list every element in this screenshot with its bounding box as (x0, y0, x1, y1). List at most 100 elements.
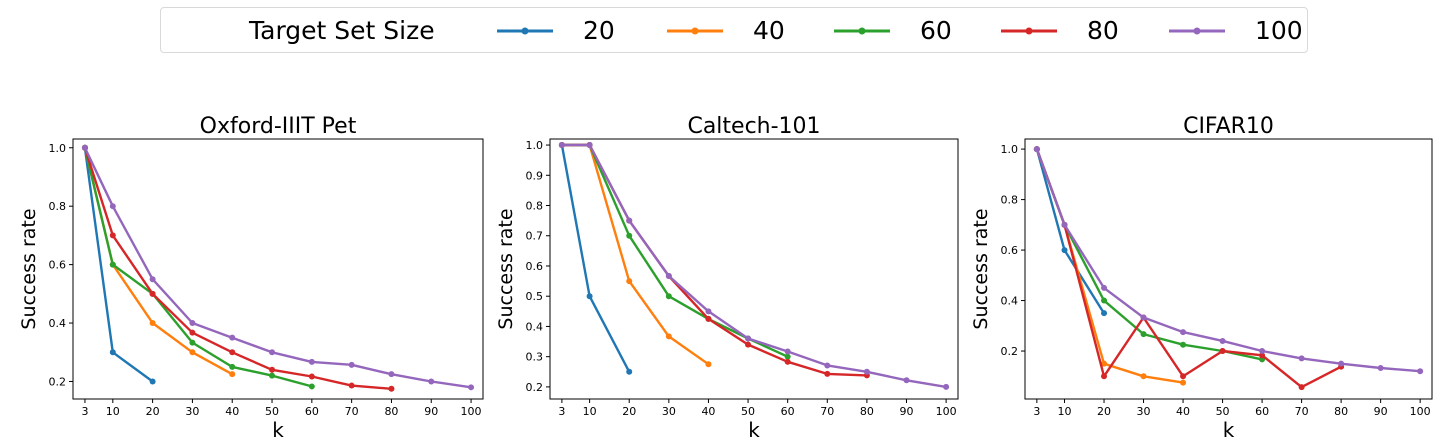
data-point-100 (1298, 355, 1305, 362)
x-tick-label: 40 (701, 405, 715, 418)
data-point-60 (269, 372, 276, 379)
data-point-100 (269, 349, 276, 356)
data-point-80 (784, 358, 791, 365)
series-line-80 (1035, 148, 1342, 389)
legend-label-100: 100 (1255, 16, 1303, 45)
data-point-60 (626, 232, 633, 239)
data-point-100 (665, 272, 672, 279)
y-tick-label: 0.6 (49, 259, 67, 272)
data-point-100 (1377, 364, 1384, 371)
x-tick-label: 30 (662, 405, 676, 418)
legend-graphic: Target Set Size 20 40 60 80 100 (248, 16, 1303, 45)
series-line-20 (560, 144, 631, 373)
data-point-100 (745, 335, 752, 342)
data-point-80 (1259, 352, 1266, 359)
series-line-100 (83, 147, 472, 389)
data-point-80 (149, 290, 156, 297)
data-point-100 (308, 358, 315, 365)
x-tick-label: 100 (1410, 405, 1431, 418)
series-line-80 (83, 147, 392, 390)
y-tick-label: 0.3 (526, 351, 544, 364)
y-tick-label: 0.6 (1001, 244, 1019, 257)
x-tick-label: 10 (106, 405, 120, 418)
data-point-80 (388, 385, 395, 392)
data-point-100 (1417, 368, 1424, 375)
data-point-60 (308, 383, 315, 390)
y-tick-label: 1.0 (526, 139, 544, 152)
chart-panel-3: CIFAR10 3 10 20 30 40 50 60 70 80 90 100 0.2 0.4 0.6 0.… (970, 114, 1433, 442)
y-tick-label: 1.0 (1001, 143, 1019, 156)
y-tick-label: 0.2 (1001, 345, 1019, 358)
data-point-20 (586, 293, 593, 300)
data-point-20 (149, 378, 156, 385)
data-point-40 (149, 320, 156, 327)
data-point-100 (1033, 146, 1040, 153)
y-axis-label: Success rate (495, 208, 517, 329)
x-tick-label: 40 (225, 405, 239, 418)
x-tick-label: 100 (461, 405, 482, 418)
x-tick-label: 10 (1058, 405, 1072, 418)
chart-title: Caltech-101 (687, 114, 820, 139)
series-line-60 (561, 143, 789, 358)
x-axis-label: k (748, 418, 760, 442)
legend-title: Target Set Size (248, 16, 435, 45)
x-tick-label: 50 (265, 405, 279, 418)
data-point-80 (745, 341, 752, 348)
x-tick-label: 50 (1216, 405, 1230, 418)
y-axis-label: Success rate (18, 208, 40, 329)
data-point-40 (1180, 379, 1187, 386)
data-point-100 (824, 362, 831, 369)
y-tick-label: 0.8 (49, 200, 67, 213)
legend-marker-80 (1025, 27, 1033, 35)
data-point-100 (626, 217, 633, 224)
data-point-100 (348, 361, 355, 368)
data-point-20 (626, 368, 633, 375)
data-point-100 (1140, 314, 1147, 321)
data-point-20 (1101, 310, 1108, 317)
data-point-40 (705, 361, 712, 368)
data-point-100 (586, 142, 593, 149)
chart-title: CIFAR10 (1183, 114, 1274, 139)
data-point-100 (1180, 329, 1187, 336)
data-point-40 (1101, 360, 1108, 367)
data-point-80 (189, 329, 196, 336)
data-point-100 (149, 276, 156, 283)
x-tick-label: 50 (741, 405, 755, 418)
data-point-80 (824, 370, 831, 377)
legend-label-40: 40 (753, 16, 785, 45)
x-tick-label: 80 (860, 405, 874, 418)
data-point-100 (863, 368, 870, 375)
x-tick-label: 60 (305, 405, 319, 418)
legend-marker-100 (1193, 27, 1201, 35)
x-axis-label: k (272, 418, 284, 442)
data-point-100 (189, 320, 196, 327)
data-point-100 (1219, 337, 1226, 344)
data-point-60 (1140, 331, 1147, 338)
x-tick-label: 90 (900, 405, 914, 418)
x-tick-label: 30 (185, 405, 199, 418)
data-point-40 (626, 278, 633, 285)
series-line-40 (561, 143, 710, 366)
legend-label-80: 80 (1087, 16, 1119, 45)
x-tick-label: 60 (1255, 405, 1269, 418)
legend: Target Set Size 20 40 60 80 100 (160, 7, 1308, 53)
y-tick-label: 0.5 (526, 290, 544, 303)
y-tick-label: 0.2 (49, 375, 67, 388)
data-point-40 (189, 349, 196, 356)
y-tick-label: 0.2 (526, 381, 544, 394)
y-axis-label: Success rate (970, 208, 992, 329)
plot-frame (72, 138, 484, 400)
legend-marker-20 (521, 27, 529, 35)
data-point-60 (1180, 341, 1187, 348)
series-line-40 (1035, 148, 1184, 384)
x-tick-label: 70 (1295, 405, 1309, 418)
data-point-100 (81, 144, 88, 151)
data-point-100 (109, 203, 116, 210)
data-point-40 (665, 333, 672, 340)
data-point-60 (229, 363, 236, 370)
data-point-100 (558, 142, 565, 149)
data-point-40 (1140, 373, 1147, 380)
data-point-60 (189, 339, 196, 346)
x-tick-label: 40 (1176, 405, 1190, 418)
